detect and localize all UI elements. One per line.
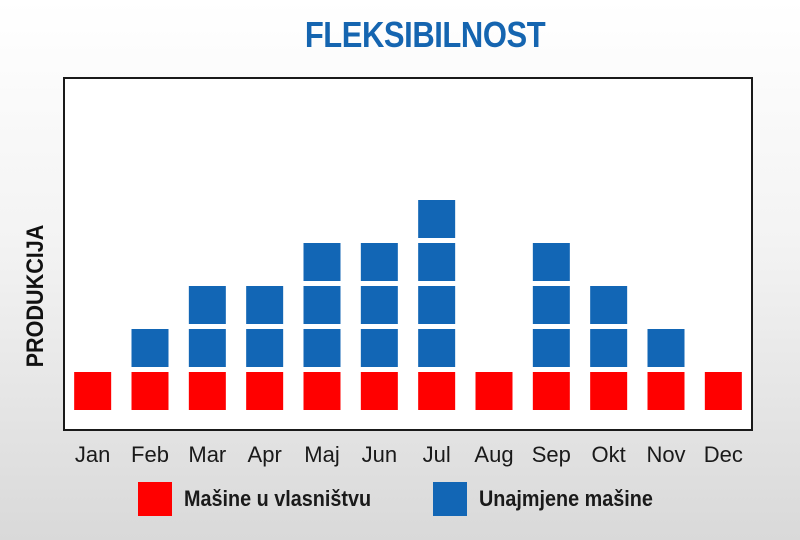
bar-block-rented-feb bbox=[131, 329, 169, 367]
chart-plot: Jan Feb Mar Apr Maj Jun Jul Aug Sep Okt Nov Dec bbox=[63, 77, 753, 467]
bar-block-rented-jul bbox=[418, 200, 456, 238]
bar-block-owned-maj bbox=[303, 372, 341, 410]
legend-label-owned: Mašine u vlasništvu bbox=[184, 486, 372, 511]
bar-block-rented-mar bbox=[188, 329, 226, 367]
plot-area-frame bbox=[63, 77, 753, 431]
bar-block-rented-sep bbox=[532, 286, 570, 324]
x-tick-label-jan: Jan bbox=[75, 442, 110, 467]
bar-block-owned-jan bbox=[74, 372, 112, 410]
x-tick-label-aug: Aug bbox=[474, 442, 513, 467]
bar-block-owned-feb bbox=[131, 372, 169, 410]
x-tick-label-mar: Mar bbox=[188, 442, 226, 467]
bar-block-owned-apr bbox=[246, 372, 284, 410]
bar-block-owned-aug bbox=[475, 372, 513, 410]
bar-block-owned-jun bbox=[360, 372, 398, 410]
bar-block-owned-sep bbox=[532, 372, 570, 410]
legend-item-rented: Unajmjene mašine bbox=[433, 482, 672, 516]
x-tick-label-apr: Apr bbox=[248, 442, 282, 467]
bar-block-rented-jul bbox=[418, 286, 456, 324]
bar-block-owned-jul bbox=[418, 372, 456, 410]
bar-block-rented-maj bbox=[303, 286, 341, 324]
bar-block-rented-jun bbox=[360, 286, 398, 324]
bar-block-owned-okt bbox=[590, 372, 628, 410]
legend-label-rented: Unajmjene mašine bbox=[479, 486, 653, 511]
bar-block-rented-maj bbox=[303, 329, 341, 367]
x-tick-label-maj: Maj bbox=[304, 442, 339, 467]
bar-block-rented-maj bbox=[303, 243, 341, 281]
x-tick-label-feb: Feb bbox=[131, 442, 169, 467]
x-tick-label-okt: Okt bbox=[592, 442, 626, 467]
bar-block-owned-dec bbox=[704, 372, 742, 410]
bar-block-owned-nov bbox=[647, 372, 685, 410]
bar-block-rented-sep bbox=[532, 243, 570, 281]
bar-block-rented-sep bbox=[532, 329, 570, 367]
bar-block-rented-mar bbox=[188, 286, 226, 324]
bar-block-owned-mar bbox=[188, 372, 226, 410]
x-tick-label-jun: Jun bbox=[362, 442, 397, 467]
bar-block-rented-jun bbox=[360, 243, 398, 281]
bar-block-rented-okt bbox=[590, 286, 628, 324]
x-tick-label-jul: Jul bbox=[423, 442, 451, 467]
x-tick-label-sep: Sep bbox=[532, 442, 571, 467]
bar-block-rented-apr bbox=[246, 329, 284, 367]
x-tick-label-nov: Nov bbox=[646, 442, 685, 467]
bar-block-rented-nov bbox=[647, 329, 685, 367]
bar-block-rented-okt bbox=[590, 329, 628, 367]
bar-block-rented-jun bbox=[360, 329, 398, 367]
bar-block-rented-apr bbox=[246, 286, 284, 324]
legend-item-owned: Mašine u vlasništvu bbox=[138, 482, 392, 516]
bar-block-rented-jul bbox=[418, 329, 456, 367]
chart-title: FLEKSIBILNOST bbox=[304, 14, 546, 55]
legend-swatch-rented bbox=[433, 482, 467, 516]
bar-block-rented-jul bbox=[418, 243, 456, 281]
x-tick-label-dec: Dec bbox=[704, 442, 743, 467]
legend-swatch-owned bbox=[138, 482, 172, 516]
